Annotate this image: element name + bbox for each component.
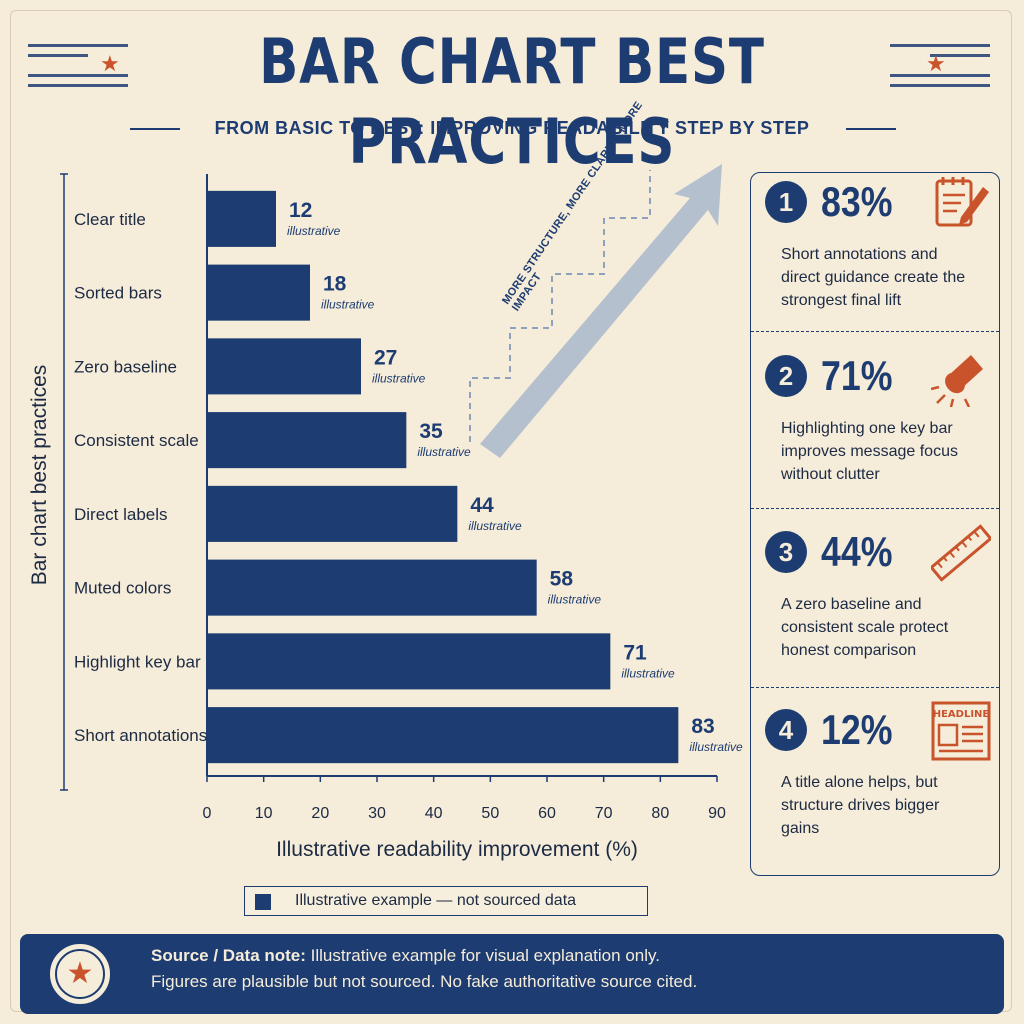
card-divider <box>751 687 999 688</box>
star-icon: ★ <box>55 949 105 999</box>
value-note: illustrative <box>417 445 471 459</box>
footer-note-line2: Figures are plausible but not sourced. N… <box>151 972 698 991</box>
value-note: illustrative <box>321 298 375 312</box>
notepad-pencil-icon <box>935 177 989 227</box>
legend-text: Illustrative example — not sourced data <box>295 892 577 909</box>
bar <box>208 485 458 542</box>
star-icon: ★ <box>926 51 946 76</box>
bar <box>208 338 361 395</box>
footer-text-1: Illustrative example for visual explanat… <box>310 946 660 965</box>
newspaper-icon: HEADLINE <box>931 701 991 761</box>
card-text: Highlighting one key bar improves messag… <box>781 420 958 483</box>
category-label: Clear title <box>74 210 146 229</box>
header: ★ BAR CHART BEST PRACTICES ★ <box>0 22 1024 178</box>
value-label: 83 <box>691 715 714 738</box>
category-label: Zero baseline <box>74 357 177 376</box>
bar <box>208 264 310 321</box>
card-text: A zero baseline and consistent scale pro… <box>781 596 949 659</box>
legend-swatch <box>255 894 271 910</box>
value-label: 44 <box>470 494 494 517</box>
value-label: 71 <box>623 641 647 664</box>
value-label: 35 <box>419 420 443 443</box>
category-label: Direct labels <box>74 505 168 524</box>
x-tick-label: 60 <box>538 805 556 822</box>
bar <box>208 559 537 616</box>
svg-text:HEADLINE: HEADLINE <box>933 709 990 720</box>
x-tick-label: 30 <box>368 805 386 822</box>
x-tick-label: 70 <box>595 805 613 822</box>
right-stripes-decoration: ★ <box>890 44 990 87</box>
subtitle-rule-right <box>846 128 896 130</box>
category-label: Short annotations <box>74 726 207 745</box>
category-label: Consistent scale <box>74 431 199 450</box>
x-tick-label: 90 <box>708 805 726 822</box>
bar <box>208 707 679 764</box>
value-label: 18 <box>323 273 347 296</box>
x-tick-label: 0 <box>203 805 212 822</box>
star-icon: ★ <box>100 51 120 76</box>
card-number: 3 <box>765 531 807 573</box>
subtitle-rule-left <box>130 128 180 130</box>
category-label: Sorted bars <box>74 284 162 303</box>
source-note-footer: ★ Source / Data note: Illustrative examp… <box>20 934 1004 1014</box>
y-axis-title: Bar chart best practices <box>28 365 51 586</box>
insight-panel: 1 83% Short annotations and direct guida… <box>750 172 1000 876</box>
value-label: 12 <box>289 199 312 222</box>
value-label: 58 <box>550 568 574 591</box>
x-tick-label: 50 <box>481 805 499 822</box>
bar-chart: 0 10 20 30 40 50 60 70 80 90 Illustrative readabil… <box>28 164 743 861</box>
x-tick-label: 40 <box>425 805 443 822</box>
value-note: illustrative <box>468 519 522 533</box>
card-divider <box>751 508 999 509</box>
card-percent: 83% <box>821 178 893 225</box>
card-divider <box>751 331 999 332</box>
ruler-icon <box>931 524 991 582</box>
value-note: illustrative <box>287 224 341 238</box>
value-note: illustrative <box>621 666 675 680</box>
footer-label: Source / Data note: <box>151 946 306 965</box>
value-note: illustrative <box>689 740 743 754</box>
bar <box>208 412 407 469</box>
x-tick-label: 10 <box>255 805 273 822</box>
card-text: A title alone helps, but structure drive… <box>781 774 940 837</box>
legend: Illustrative example — not sourced data <box>244 886 648 916</box>
bar <box>208 633 611 690</box>
left-stripes-decoration: ★ <box>28 44 128 87</box>
page-subtitle: FROM BASIC TO BEST: IMPROVING READABILIT… <box>214 118 810 138</box>
footer-badge: ★ <box>50 944 110 1004</box>
category-label: Highlight key bar <box>74 652 201 671</box>
value-note: illustrative <box>372 371 426 385</box>
footer-note-line1: Source / Data note: Illustrative example… <box>151 946 660 966</box>
progress-arrow <box>469 164 722 458</box>
card-percent: 44% <box>821 528 893 575</box>
card-number: 1 <box>765 181 807 223</box>
spotlight-icon <box>931 355 983 407</box>
value-label: 27 <box>374 346 397 369</box>
card-number: 4 <box>765 709 807 751</box>
page-title: BAR CHART BEST PRACTICES <box>259 25 765 178</box>
category-label: Muted colors <box>74 579 171 598</box>
card-percent: 12% <box>821 706 893 753</box>
x-tick-label: 80 <box>651 805 669 822</box>
value-note: illustrative <box>548 593 602 607</box>
card-text: Short annotations and direct guidance cr… <box>781 246 966 309</box>
x-axis-title: Illustrative readability improvement (%) <box>276 838 638 861</box>
card-number: 2 <box>765 355 807 397</box>
x-tick-label: 20 <box>311 805 329 822</box>
bar <box>208 190 276 247</box>
card-percent: 71% <box>821 352 893 399</box>
